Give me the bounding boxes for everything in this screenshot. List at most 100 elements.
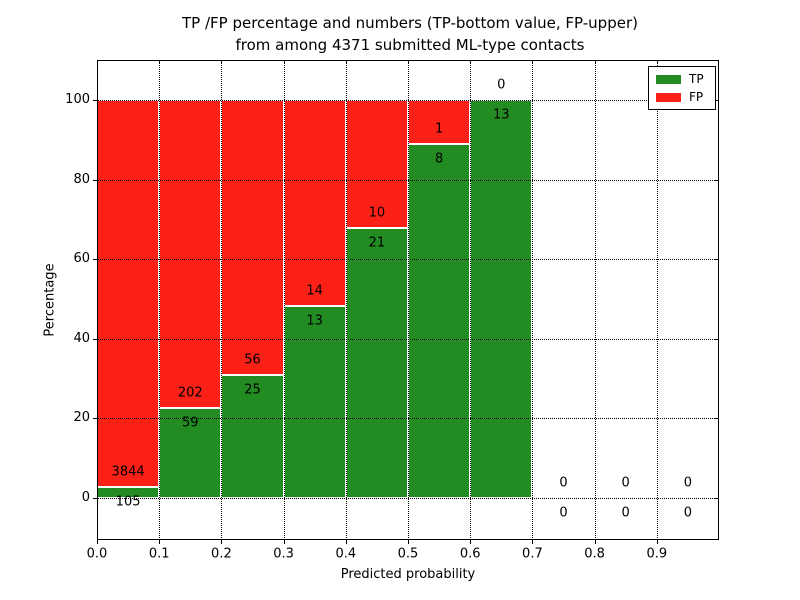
horizontal-gridline [97,100,719,101]
x-tick-label: 0.5 [397,546,419,562]
tp-count-label: 0 [621,505,630,521]
y-tick-mark [93,100,97,101]
tp-count-label: 13 [493,107,510,123]
chart-title-line2: from among 4371 submitted ML-type contac… [235,36,585,54]
x-tick-label: 0.4 [335,546,357,562]
y-tick-mark-right [715,338,719,340]
x-tick-mark-top [283,60,285,64]
tp-bar-segment [470,100,533,498]
legend-entry-fp: FP [656,91,708,103]
tp-count-label: 21 [368,235,386,251]
vertical-gridline [345,60,347,540]
x-axis-label: Predicted probability [340,567,476,582]
x-tick-label: 0.2 [211,546,232,562]
y-tick-mark-right [715,179,719,181]
vertical-gridline [408,60,409,540]
vertical-gridline [470,60,472,540]
fp-bar-segment [97,100,160,488]
fp-bar-segment [159,100,222,409]
fp-count-label: 14 [306,283,323,299]
fp-bar-segment [283,100,346,307]
horizontal-gridline [97,498,719,499]
x-tick-mark [283,540,285,544]
x-tick-mark-top [97,60,98,64]
fp-legend-label: FP [689,90,704,104]
fp-count-label: 0 [621,475,630,491]
vertical-gridline [656,60,658,540]
tp-count-label: 25 [244,382,261,398]
y-tick-mark-right [715,418,719,420]
x-tick-mark-top [656,60,658,64]
tp-count-label: 59 [182,415,199,431]
vertical-gridline [283,60,285,540]
chart-title-line1: TP /FP percentage and numbers (TP-bottom… [182,14,638,32]
x-tick-mark-top [594,60,596,64]
x-tick-label: 0.1 [148,546,170,562]
tp-count-label: 105 [115,494,141,510]
tp-bar-segment [283,306,346,498]
x-tick-mark [97,540,98,544]
chart-title: TP /FP percentage and numbers (TP-bottom… [60,12,760,56]
x-tick-mark-top [345,60,347,64]
y-tick-mark [93,179,97,181]
tp-count-label: 8 [434,151,444,167]
legend-entry-tp: TP [656,73,708,85]
fp-count-label: 56 [244,352,261,368]
y-tick-mark [93,498,97,499]
tp-bar-segment [345,228,408,498]
horizontal-gridline [97,259,719,261]
x-tick-mark [532,540,534,544]
horizontal-gridline [97,338,719,340]
vertical-gridline [594,60,596,540]
tp-count-label: 0 [683,505,693,521]
y-axis-label: Percentage [42,263,58,337]
y-tick-label: 100 [65,92,90,107]
tp-bar-segment [408,144,471,498]
y-tick-mark [93,338,97,340]
y-tick-label: 40 [73,330,90,346]
fp-count-label: 10 [368,205,386,221]
x-tick-mark [345,540,347,544]
tp-legend-swatch [656,74,681,84]
x-tick-mark [594,540,596,544]
fp-count-label: 0 [497,77,506,93]
y-tick-mark-right [715,498,719,499]
fp-count-label: 1 [434,121,444,137]
y-tick-label: 60 [73,251,90,267]
plot-area: 3844 105 202 59 56 25 14 13 10 21 1 8 0 13 0 0 0 0 0 0 [97,60,719,540]
fp-count-label: 0 [683,475,693,491]
y-tick-label: 0 [81,490,90,505]
tp-count-label: 13 [306,313,323,329]
fp-legend-swatch [656,92,681,102]
x-tick-mark-top [159,60,161,64]
fp-count-label: 0 [559,475,568,491]
fp-count-label: 202 [177,385,203,401]
x-tick-mark-top [470,60,472,64]
fp-count-label: 3844 [111,464,145,480]
y-tick-label: 20 [73,410,90,426]
x-tick-label: 0.7 [522,546,543,562]
x-tick-mark [221,540,223,544]
x-tick-label: 0.3 [273,546,294,562]
y-tick-label: 80 [73,171,90,187]
x-tick-mark [159,540,161,544]
x-tick-label: 0.8 [584,546,605,562]
vertical-gridline [532,60,534,540]
x-tick-mark [470,540,472,544]
legend: TP FP [648,66,716,110]
x-tick-mark-top [532,60,534,64]
x-tick-label: 0.0 [86,546,108,562]
fp-bar-segment [408,100,471,145]
y-tick-mark [93,259,97,261]
tp-legend-label: TP [689,72,704,86]
y-tick-mark-right [715,100,719,101]
x-tick-label: 0.6 [459,546,481,562]
x-tick-mark [656,540,658,544]
tp-count-label: 0 [559,505,568,521]
x-tick-mark-top [408,60,409,64]
y-tick-mark-right [715,259,719,261]
x-tick-mark [408,540,409,544]
horizontal-gridline [97,179,719,181]
vertical-gridline [221,60,223,540]
